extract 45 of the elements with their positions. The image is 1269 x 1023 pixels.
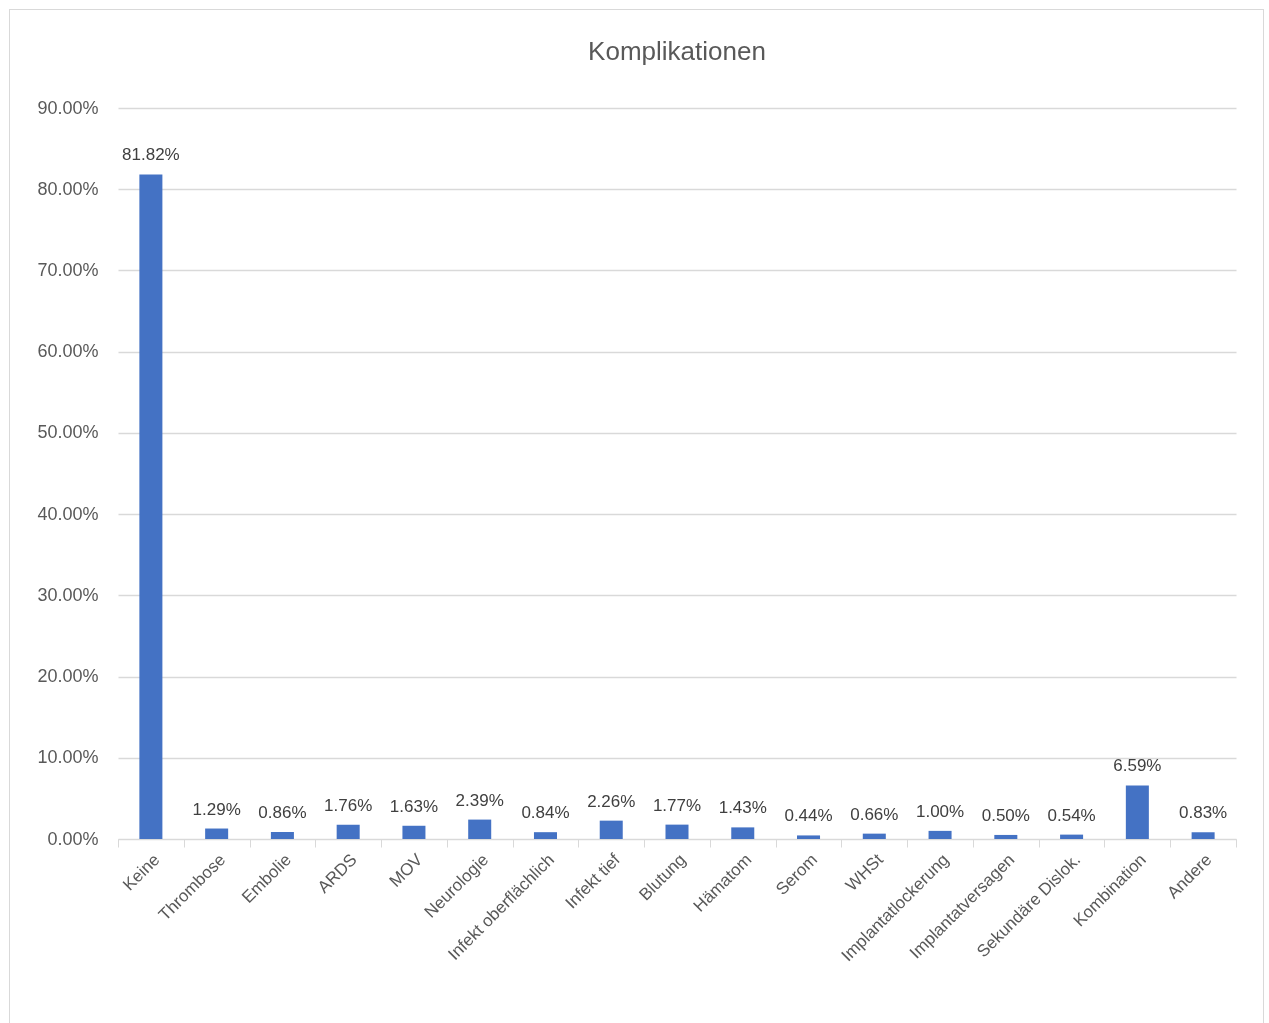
- data-label: 0.54%: [1047, 805, 1096, 825]
- bar: [797, 835, 821, 839]
- data-label: 0.86%: [258, 803, 307, 823]
- data-label: 1.76%: [324, 795, 373, 815]
- data-label: 0.50%: [981, 805, 1030, 825]
- data-label: 2.26%: [587, 791, 636, 811]
- y-tick-label: 0.00%: [47, 828, 99, 849]
- y-tick-label: 20.00%: [37, 666, 99, 687]
- data-label: 81.82%: [122, 145, 180, 165]
- bar: [1191, 832, 1215, 839]
- y-tick-label: 10.00%: [37, 747, 99, 768]
- data-label: 0.66%: [850, 804, 899, 824]
- y-tick-label: 30.00%: [37, 584, 99, 605]
- bar: [994, 834, 1018, 839]
- data-label: 6.59%: [1113, 756, 1162, 776]
- data-label: 0.44%: [784, 806, 833, 826]
- y-tick-label: 90.00%: [37, 97, 99, 118]
- bar: [336, 824, 360, 839]
- data-label: 1.77%: [652, 795, 702, 815]
- data-label: 1.63%: [389, 796, 439, 816]
- data-label: 1.00%: [915, 801, 965, 821]
- bar: [862, 833, 886, 839]
- data-label: 0.84%: [521, 803, 570, 823]
- data-label: 1.43%: [718, 798, 767, 818]
- data-label: 2.39%: [455, 790, 504, 810]
- bar: [270, 832, 294, 839]
- bar: [928, 830, 952, 839]
- bar: [599, 820, 623, 839]
- y-tick-label: 70.00%: [37, 259, 99, 280]
- bar: [1060, 834, 1084, 839]
- y-tick-label: 40.00%: [37, 503, 99, 524]
- bar: [533, 832, 557, 839]
- bar: [468, 819, 492, 839]
- data-label: 0.83%: [1179, 803, 1228, 823]
- data-label: 1.29%: [192, 799, 241, 819]
- bar: [205, 828, 229, 839]
- chart-title: Komplikationen: [588, 36, 766, 66]
- bar: [402, 825, 426, 839]
- bar: [1125, 785, 1149, 839]
- y-tick-label: 50.00%: [37, 422, 99, 443]
- bar: [665, 824, 689, 839]
- y-tick-label: 60.00%: [37, 341, 99, 362]
- bar: [139, 174, 163, 839]
- bar: [731, 827, 755, 839]
- y-tick-label: 80.00%: [37, 178, 99, 199]
